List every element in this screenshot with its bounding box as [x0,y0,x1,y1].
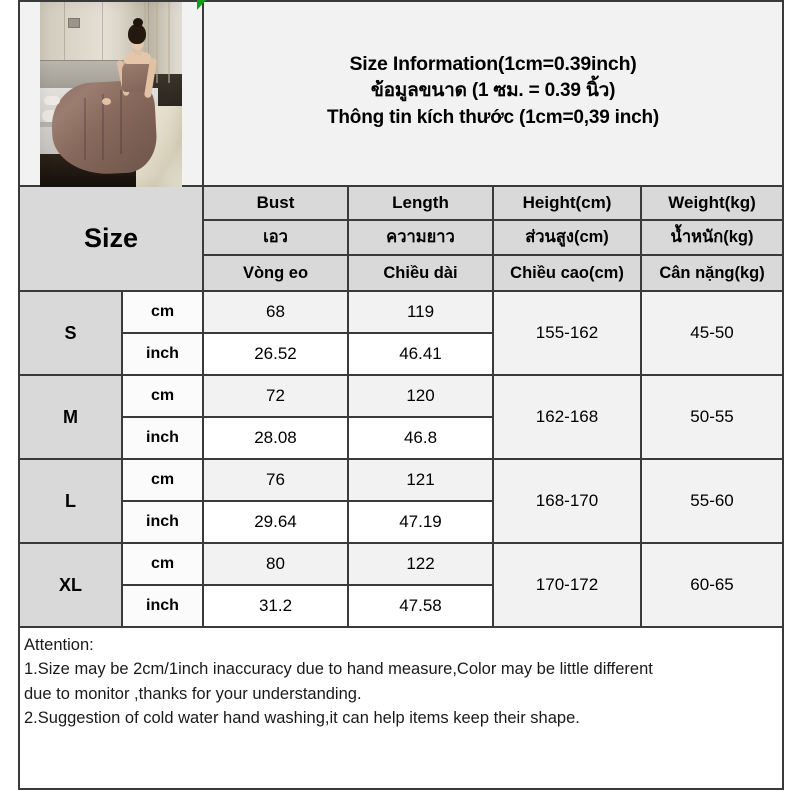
photo-hair-bun [133,18,143,27]
header-weight-th: น้ำหนัก(kg) [639,219,785,256]
header-length-th: ความยาว [347,219,494,256]
size-chart-table: Size Information(1cm=0.39inch) ข้อมูลขนา… [17,0,785,790]
header-height-en: Height(cm) [492,185,642,221]
header-weight-vi: Cân nặng(kg) [639,254,785,292]
row-l-unit-inch: inch [121,500,204,544]
row-m-weight: 50-55 [639,374,785,460]
title-english: Size Information(1cm=0.39inch) [349,52,637,75]
attention-note: Attention: 1.Size may be 2cm/1inch inacc… [17,626,785,790]
photo-hand [102,98,111,105]
row-l-unit-cm: cm [121,458,204,502]
row-s-bust-inch: 26.52 [202,332,349,376]
title-thai: ข้อมูลขนาด (1 ซม. = 0.39 นิ้ว) [370,80,616,102]
row-xl-weight: 60-65 [639,542,785,628]
row-size-s: S [18,290,123,376]
header-bust-en: Bust [202,185,349,221]
row-m-unit-cm: cm [121,374,204,418]
row-l-weight: 55-60 [639,458,785,544]
photo-hair [128,24,146,44]
table-row: inch 31.2 47.58 [19,584,783,628]
row-xl-bust-cm: 80 [202,542,349,586]
header-bust-th: เอว [202,219,349,256]
row-size-m: M [18,374,123,460]
row-xl-unit-inch: inch [121,584,204,628]
header-bust-vi: Vòng eo [202,254,349,292]
chart-title-cell: Size Information(1cm=0.39inch) ข้อมูลขนา… [201,0,785,187]
table-row: inch 28.08 46.8 [19,416,783,460]
row-xl-unit-cm: cm [121,542,204,586]
table-row: XL cm 80 122 170-172 60-65 [18,542,785,628]
row-size-xl: XL [18,542,123,628]
row-xl-bust-inch: 31.2 [202,584,349,628]
row-size-l: L [18,458,123,544]
row-l-bust-inch: 29.64 [202,500,349,544]
row-s-length-inch: 46.41 [347,332,494,376]
table-row: M cm 72 120 162-168 50-55 [18,374,785,460]
row-s-unit-cm: cm [121,290,204,334]
attention-line-3: 2.Suggestion of cold water hand washing,… [24,708,580,727]
row-s-length-cm: 119 [347,290,494,334]
table-row: inch 29.64 47.19 [19,500,783,544]
row-s-bust-cm: 68 [202,290,349,334]
row-l-length-inch: 47.19 [347,500,494,544]
photo-foot [44,96,60,105]
header-height-th: ส่วนสูง(cm) [492,219,642,256]
photo-throw-fold [168,2,170,83]
row-s-height: 155-162 [492,290,642,376]
attention-heading: Attention: [24,636,94,654]
size-label-text: Size [83,223,139,253]
row-m-length-cm: 120 [347,374,494,418]
header-length-en: Length [347,185,494,221]
row-s-weight: 45-50 [639,290,785,376]
header-length-vi: Chiều dài [347,254,494,292]
row-m-height: 162-168 [492,374,642,460]
row-s-unit-inch: inch [121,332,204,376]
header-weight-en: Weight(kg) [639,185,785,221]
row-m-length-inch: 46.8 [347,416,494,460]
green-corner-marker-icon [197,0,206,10]
product-photo-cell [18,0,204,187]
table-row: inch 26.52 46.41 [19,332,783,376]
row-l-length-cm: 121 [347,458,494,502]
photo-skirt-fold [120,90,122,154]
size-column-label: Size [18,185,204,292]
photo-wall-switch [68,18,80,28]
attention-line-1: 1.Size may be 2cm/1inch inaccuracy due t… [24,660,653,679]
row-m-unit-inch: inch [121,416,204,460]
row-m-bust-inch: 28.08 [202,416,349,460]
attention-line-2: due to monitor ,thanks for your understa… [24,684,362,703]
row-xl-length-cm: 122 [347,542,494,586]
row-xl-length-inch: 47.58 [347,584,494,628]
row-l-height: 168-170 [492,458,642,544]
photo-throw-fold [156,2,158,83]
title-vietnamese: Thông tin kích thước (1cm=0,39 inch) [327,107,660,129]
header-height-vi: Chiều cao(cm) [492,254,642,292]
photo-skirt-fold [84,98,86,160]
row-l-bust-cm: 76 [202,458,349,502]
table-row: L cm 76 121 168-170 55-60 [18,458,785,544]
row-m-bust-cm: 72 [202,374,349,418]
product-photo [40,2,182,187]
table-row: S cm 68 119 155-162 45-50 [18,290,785,376]
row-xl-height: 170-172 [492,542,642,628]
